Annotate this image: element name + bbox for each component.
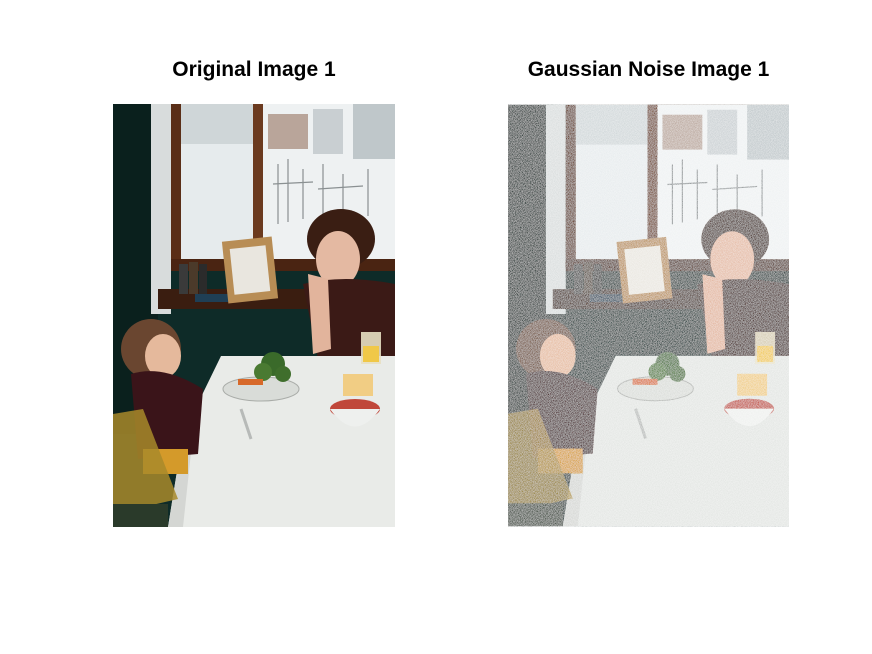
- noisy-image-title: Gaussian Noise Image 1: [527, 58, 770, 81]
- original-image-title: Original Image 1: [172, 58, 336, 81]
- original-image: [113, 104, 395, 527]
- noisy-image: [508, 104, 789, 527]
